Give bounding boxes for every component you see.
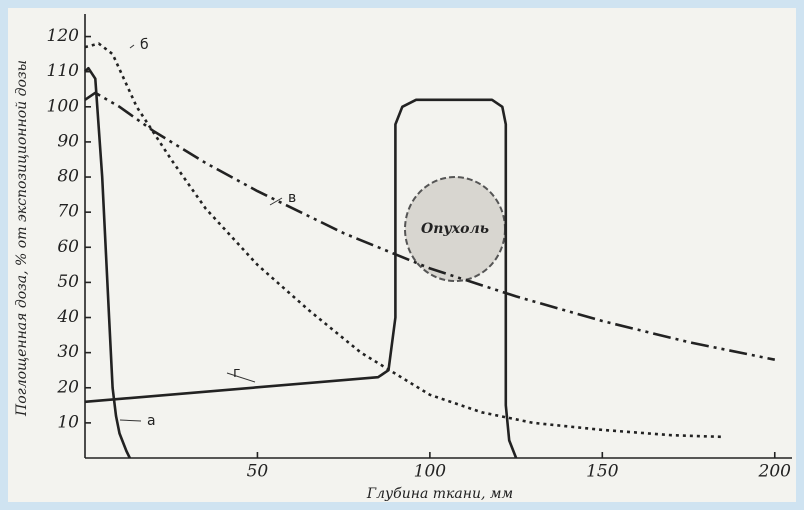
y-tick-label: 60: [57, 237, 79, 257]
x-tick-label: 150: [586, 462, 619, 482]
y-tick-label: 40: [56, 307, 79, 327]
y-tick-label: 90: [57, 131, 79, 151]
y-tick-label: 80: [57, 167, 79, 187]
paper: [8, 8, 796, 502]
curve-label: а: [147, 413, 156, 429]
y-tick-label: 20: [56, 377, 79, 397]
x-tick-label: 50: [247, 462, 269, 482]
curve-label: г: [233, 365, 240, 381]
x-tick-label: 200: [758, 462, 792, 482]
y-tick-label: 110: [47, 61, 80, 81]
tumor-label: Опухоль: [421, 221, 489, 237]
x-axis-label: Глубина ткани, мм: [366, 486, 513, 502]
page: {"chart_data": {"type": "line", "ylabel"…: [0, 0, 804, 510]
y-tick-label: 50: [57, 272, 79, 292]
curve-label: в: [288, 190, 296, 206]
y-axis-label: Поглощенная доза, % от экспозиционной до…: [14, 60, 30, 417]
y-tick-label: 30: [57, 342, 79, 362]
chart: Опухоль Поглощенная доза, % от экспозици…: [0, 0, 804, 510]
curve-label: б: [140, 37, 149, 53]
x-tick-label: 100: [414, 462, 447, 482]
y-tick-label: 10: [57, 412, 79, 432]
y-tick-label: 120: [47, 26, 80, 46]
y-tick-label: 70: [57, 202, 79, 222]
y-tick-label: 100: [47, 96, 80, 116]
